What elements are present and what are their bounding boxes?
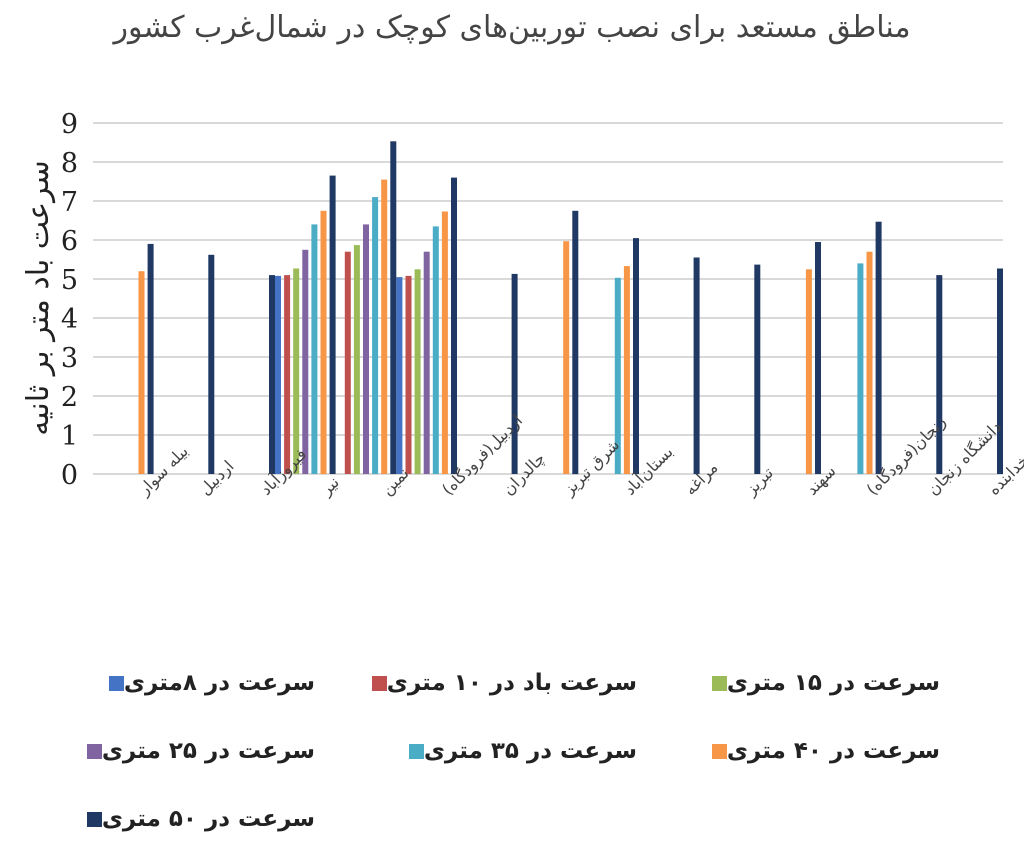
bar <box>614 277 621 474</box>
bar <box>147 243 154 474</box>
bar <box>866 251 873 474</box>
legend-swatch <box>371 675 387 691</box>
legend-item: سرعت در ۳۵ متری <box>399 738 637 764</box>
legend-label: سرعت در ۲۵ متری <box>101 738 315 764</box>
x-axis-ticks: بیله سوار اردبیل فیروزآباد نیر نمین اردبیل(فر… <box>134 411 1024 500</box>
y-tick-label: 1 <box>61 421 78 452</box>
bar <box>311 224 318 474</box>
bar <box>405 275 412 474</box>
bar <box>344 251 351 474</box>
y-tick-label: 3 <box>61 343 78 374</box>
bar <box>693 257 700 474</box>
bar <box>138 271 145 474</box>
bar <box>381 179 388 474</box>
legend-item: سرعت در ۸متری <box>99 670 315 696</box>
legend-label: سرعت در ۴۰ متری <box>726 738 940 764</box>
bar <box>451 177 457 474</box>
x-tick-label: تبریز <box>741 463 778 500</box>
bar <box>284 275 291 474</box>
legend-item: سرعت در ۲۵ متری <box>77 738 315 764</box>
bar <box>390 141 397 475</box>
bar <box>414 269 421 475</box>
legend-swatch <box>108 675 124 691</box>
legend-item: سرعت در ۱۵ متری <box>702 670 940 696</box>
y-axis-label: سرعت باد متر بر ثانیه <box>21 160 56 436</box>
y-tick-label: 9 <box>61 109 78 140</box>
bar <box>208 254 215 474</box>
bar <box>441 211 448 474</box>
y-tick-label: 7 <box>61 187 78 218</box>
bar <box>511 273 518 474</box>
bar <box>329 175 336 474</box>
bars <box>138 141 1003 475</box>
bar <box>633 238 639 474</box>
x-tick-label: مراغه <box>681 458 723 500</box>
bar <box>320 210 327 475</box>
legend-swatch <box>711 675 727 691</box>
legend-item: سرعت در ۴۰ متری <box>702 738 940 764</box>
bar <box>936 275 943 474</box>
y-tick-label: 4 <box>61 304 78 335</box>
legend-label: سرعت در ۱۵ متری <box>726 670 940 696</box>
chart-title: مناطق مستعد برای نصب توربین‌های کوچک در … <box>113 10 911 45</box>
bar <box>432 226 439 474</box>
y-tick-label: 0 <box>61 460 78 491</box>
bar <box>269 275 275 474</box>
bar <box>857 263 864 474</box>
legend-label: سرعت باد در ۱۰ متری <box>386 670 637 696</box>
x-tick-label: نیر <box>316 473 344 501</box>
bar <box>754 264 761 474</box>
bar <box>623 266 630 474</box>
legend-swatch <box>711 743 727 759</box>
y-tick-label: 6 <box>61 226 78 257</box>
bar <box>423 251 430 474</box>
bar <box>396 277 403 474</box>
bar <box>563 241 570 474</box>
bar <box>293 268 300 474</box>
bar <box>275 275 281 474</box>
y-tick-label: 8 <box>61 148 78 179</box>
x-tick-label: اردبیل <box>195 457 238 500</box>
bar <box>815 242 821 474</box>
legend-swatch <box>86 811 102 827</box>
y-tick-label: 2 <box>61 382 78 413</box>
legend-swatch <box>86 743 102 759</box>
gridlines <box>93 122 1003 475</box>
bar <box>997 268 1003 474</box>
legend-item: سرعت باد در ۱۰ متری <box>362 670 637 696</box>
legend-swatch <box>408 743 424 759</box>
bar <box>875 221 882 474</box>
y-axis-ticks: 0 1 2 3 4 5 6 7 8 9 <box>61 109 78 491</box>
y-tick-label: 5 <box>61 265 78 296</box>
bar <box>805 269 812 475</box>
bar-chart: 0 1 2 3 4 5 6 7 8 9 بیله سوار اردبیل فیروزآباد نیر نم… <box>21 109 1024 500</box>
legend-label: سرعت در ۵۰ متری <box>101 806 315 832</box>
bar <box>353 245 360 474</box>
bar <box>372 197 379 474</box>
legend-item: سرعت در ۵۰ متری <box>77 806 315 832</box>
bar <box>572 210 579 475</box>
bar <box>302 249 309 474</box>
bar <box>363 224 369 474</box>
legend-label: سرعت در ۸متری <box>123 670 315 696</box>
legend-label: سرعت در ۳۵ متری <box>423 738 637 764</box>
